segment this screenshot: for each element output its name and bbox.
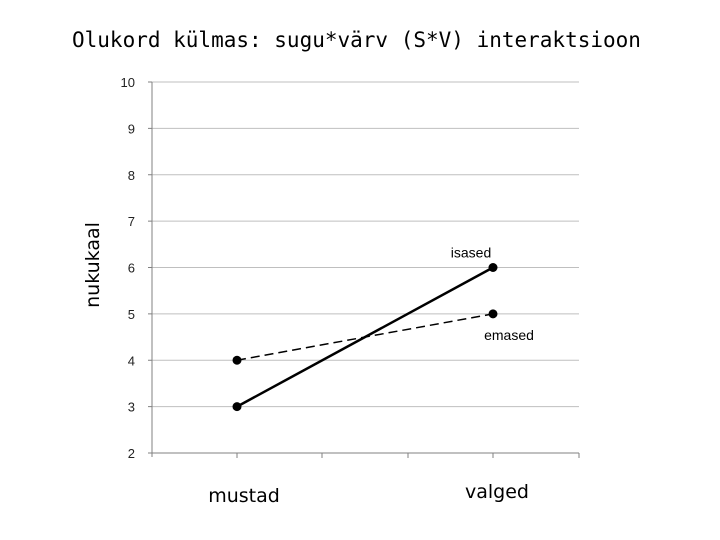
- x-category-label: mustad: [208, 485, 280, 507]
- data-point-isased-mustad: [232, 402, 242, 412]
- y-tick-label: 2: [128, 446, 135, 461]
- grid-lines: [152, 81, 579, 408]
- axes: [148, 81, 580, 458]
- series-label-emased: emased: [484, 327, 534, 343]
- y-tick-label: 5: [128, 307, 135, 322]
- y-tick-label: 8: [128, 168, 135, 183]
- data-point-emased-mustad: [232, 355, 242, 365]
- data-point-isased-valged: [488, 263, 498, 272]
- y-tick-label: 3: [128, 400, 135, 415]
- y-axis-label: nukukaal: [82, 222, 104, 308]
- y-tick-label: 7: [128, 214, 135, 229]
- data-point-emased-valged: [488, 309, 498, 319]
- series-line-emased: [236, 313, 494, 361]
- series-label-isased: isased: [451, 245, 491, 261]
- series-labels: isased emased: [451, 245, 534, 343]
- y-tick-label: 9: [128, 121, 135, 136]
- series-lines: [232, 263, 498, 412]
- x-category-label: valged: [465, 481, 529, 503]
- y-tick-label: 10: [121, 75, 135, 90]
- x-category-labels: mustad valged: [208, 481, 529, 507]
- chart-title: Olukord külmas: sugu*värv (S*V) interakt…: [72, 28, 641, 52]
- y-tick-label: 6: [128, 261, 135, 276]
- y-tick-label: 4: [128, 353, 135, 368]
- y-tick-labels: 2 3 4 5 6 7 8 9 10: [121, 75, 135, 461]
